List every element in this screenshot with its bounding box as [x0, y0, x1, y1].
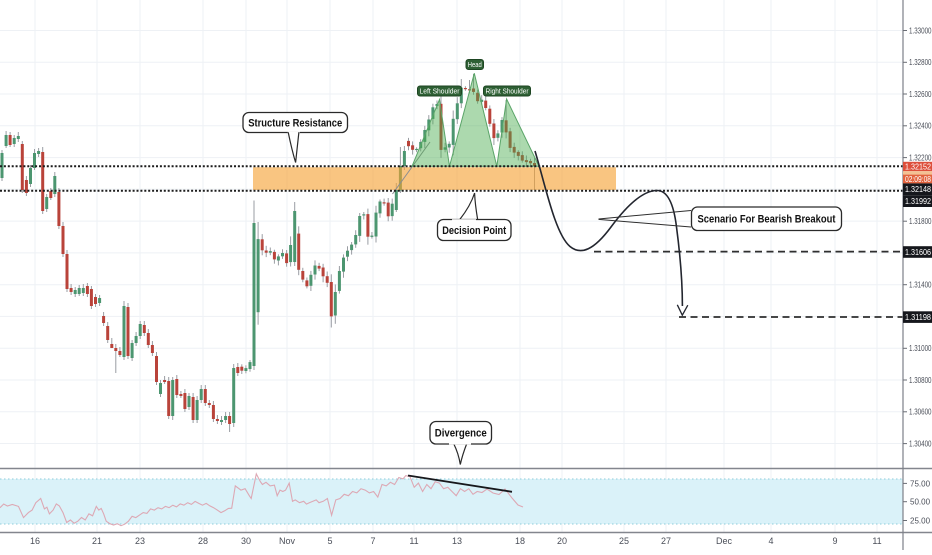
- svg-text:4: 4: [768, 536, 773, 546]
- svg-text:16: 16: [30, 536, 40, 546]
- svg-text:1.32800: 1.32800: [909, 58, 932, 67]
- svg-text:Structure Resistance: Structure Resistance: [248, 118, 342, 130]
- svg-text:25.00: 25.00: [910, 516, 931, 525]
- svg-text:Dec: Dec: [716, 536, 733, 546]
- svg-text:1.31992: 1.31992: [905, 197, 931, 206]
- svg-text:1.31400: 1.31400: [909, 281, 932, 290]
- svg-text:1.31198: 1.31198: [905, 313, 932, 322]
- svg-text:5: 5: [327, 536, 332, 546]
- svg-text:Right Shoulder: Right Shoulder: [486, 89, 530, 96]
- svg-text:1.30800: 1.30800: [909, 376, 932, 385]
- svg-text:Head: Head: [468, 62, 482, 69]
- svg-text:02:09:08: 02:09:08: [905, 175, 931, 184]
- svg-text:23: 23: [135, 536, 145, 546]
- svg-text:28: 28: [198, 536, 208, 546]
- svg-text:1.31606: 1.31606: [905, 248, 931, 257]
- svg-text:30: 30: [241, 536, 251, 546]
- svg-text:Scenario For Bearish Breakout: Scenario For Bearish Breakout: [698, 214, 836, 226]
- svg-text:1.32600: 1.32600: [909, 90, 932, 99]
- svg-text:75.00: 75.00: [910, 479, 931, 488]
- svg-text:1.32148: 1.32148: [905, 185, 931, 194]
- svg-text:9: 9: [832, 536, 837, 546]
- svg-text:13: 13: [452, 536, 462, 546]
- svg-text:1.31000: 1.31000: [909, 344, 932, 353]
- svg-text:1.33000: 1.33000: [909, 26, 932, 35]
- svg-text:Left Shoulder: Left Shoulder: [420, 89, 461, 96]
- svg-text:25: 25: [619, 536, 629, 546]
- svg-text:1.32400: 1.32400: [909, 122, 932, 131]
- svg-text:7: 7: [370, 536, 375, 546]
- svg-text:1.30600: 1.30600: [909, 408, 932, 417]
- svg-text:20: 20: [557, 536, 567, 546]
- svg-text:1.31800: 1.31800: [909, 217, 932, 226]
- svg-text:18: 18: [515, 536, 525, 546]
- svg-text:Divergence: Divergence: [435, 428, 487, 440]
- svg-text:Nov: Nov: [279, 536, 296, 546]
- svg-text:1.32152: 1.32152: [905, 162, 931, 171]
- svg-text:27: 27: [661, 536, 671, 546]
- svg-text:11: 11: [409, 536, 418, 546]
- svg-text:21: 21: [92, 536, 102, 546]
- svg-text:1.32200: 1.32200: [909, 154, 932, 163]
- svg-text:11: 11: [872, 536, 881, 546]
- svg-text:1.30400: 1.30400: [909, 440, 932, 449]
- svg-text:50.00: 50.00: [910, 498, 931, 507]
- svg-text:Decision Point: Decision Point: [442, 225, 506, 237]
